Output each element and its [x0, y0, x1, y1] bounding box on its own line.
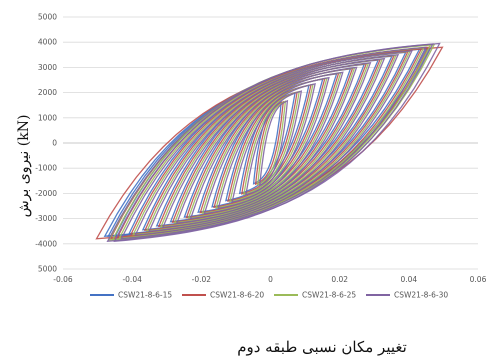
y-tick-label: -4000: [35, 239, 57, 248]
tick-labels: 5000 4000 3000 2000 1000 0 -1000 -2000 -3000 -400…: [35, 13, 486, 285]
x-tick-label: -0.06: [53, 275, 73, 284]
hysteresis-loop: [189, 66, 358, 220]
hysteresis-loop: [161, 57, 386, 229]
y-tick-label: 2000: [38, 88, 57, 97]
legend-label: CSW21-8-6-20: [210, 291, 264, 300]
series-CSW21-8-6-30: [106, 42, 441, 243]
x-tick-label: -0.04: [122, 275, 142, 284]
hysteresis-loop: [203, 71, 344, 215]
y-tick-label: 3000: [38, 63, 57, 72]
hysteresis-loop: [106, 42, 441, 243]
y-tick-label: 5000: [38, 265, 57, 274]
y-tick-label: -3000: [35, 214, 57, 223]
y-tick-label: 5000: [38, 13, 57, 22]
x-tick-label: 0.06: [470, 275, 487, 284]
legend-label: CSW21-8-6-30: [394, 291, 448, 300]
x-tick-label: 0: [268, 275, 273, 284]
legend-label: CSW21-8-6-15: [118, 291, 172, 300]
y-axis-label: نیروی برش (kN): [16, 114, 32, 218]
plot-area: [95, 42, 444, 243]
y-tick-label: -2000: [35, 189, 57, 198]
legend-label: CSW21-8-6-25: [302, 291, 356, 300]
hysteresis-loop: [245, 90, 303, 196]
hysteresis-loop: [217, 76, 330, 210]
hysteresis-loop: [148, 53, 400, 233]
x-axis-label: تغییر مکان نسبی طبقه دوم: [237, 338, 407, 356]
y-tick-label: 0: [52, 139, 57, 148]
x-tick-label: 0.02: [331, 275, 348, 284]
y-tick-label: 1000: [38, 113, 57, 122]
hysteresis-loop: [120, 46, 427, 240]
y-tick-label: 4000: [38, 38, 57, 47]
x-tick-label: -0.02: [192, 275, 212, 284]
hysteresis-loop: [134, 50, 413, 236]
legend: CSW21-8-6-15 CSW21-8-6-20 CSW21-8-6-25 CSW2…: [90, 291, 448, 300]
hysteresis-loop: [111, 43, 432, 241]
hysteresis-loop: [259, 99, 289, 187]
hysteresis-loop: [175, 62, 372, 224]
hysteresis-loop: [231, 83, 316, 203]
x-tick-label: 0.04: [400, 275, 417, 284]
y-tick-label: -1000: [35, 164, 57, 173]
